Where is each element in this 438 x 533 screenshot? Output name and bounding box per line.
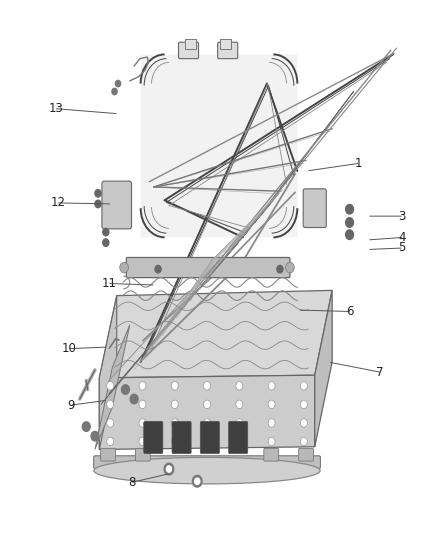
Circle shape — [236, 400, 243, 409]
Circle shape — [236, 382, 243, 390]
Circle shape — [107, 437, 114, 446]
FancyBboxPatch shape — [102, 181, 131, 229]
Circle shape — [268, 437, 275, 446]
Text: 13: 13 — [48, 102, 63, 115]
Text: 12: 12 — [50, 196, 65, 209]
Circle shape — [120, 262, 128, 273]
Circle shape — [155, 265, 161, 273]
Circle shape — [204, 382, 211, 390]
Circle shape — [121, 385, 129, 394]
Circle shape — [286, 262, 294, 273]
Text: 5: 5 — [398, 241, 406, 254]
FancyBboxPatch shape — [220, 38, 231, 49]
Circle shape — [268, 419, 275, 427]
FancyBboxPatch shape — [229, 421, 248, 454]
Circle shape — [236, 437, 243, 446]
Circle shape — [107, 400, 114, 409]
Circle shape — [139, 419, 146, 427]
FancyBboxPatch shape — [141, 54, 297, 237]
Circle shape — [82, 422, 90, 431]
Circle shape — [236, 419, 243, 427]
FancyBboxPatch shape — [101, 448, 116, 461]
Circle shape — [277, 265, 283, 273]
FancyBboxPatch shape — [264, 448, 279, 461]
Circle shape — [204, 419, 211, 427]
Text: 7: 7 — [376, 366, 384, 379]
Text: 6: 6 — [346, 305, 353, 318]
Circle shape — [300, 437, 307, 446]
Circle shape — [103, 239, 109, 246]
Circle shape — [116, 80, 120, 87]
Polygon shape — [95, 325, 130, 449]
Circle shape — [300, 382, 307, 390]
Circle shape — [204, 437, 211, 446]
Circle shape — [192, 475, 202, 487]
Circle shape — [268, 400, 275, 409]
Circle shape — [107, 419, 114, 427]
Circle shape — [166, 466, 172, 472]
Circle shape — [164, 463, 174, 475]
FancyBboxPatch shape — [179, 42, 198, 59]
Circle shape — [300, 400, 307, 409]
Circle shape — [171, 400, 178, 409]
FancyBboxPatch shape — [126, 257, 290, 278]
Polygon shape — [315, 290, 332, 447]
FancyBboxPatch shape — [200, 421, 219, 454]
Circle shape — [171, 419, 178, 427]
Circle shape — [112, 88, 117, 95]
Text: 9: 9 — [67, 399, 75, 412]
Circle shape — [107, 382, 114, 390]
FancyBboxPatch shape — [303, 189, 326, 228]
Polygon shape — [99, 296, 117, 449]
Circle shape — [300, 419, 307, 427]
FancyBboxPatch shape — [135, 448, 150, 461]
Text: 4: 4 — [398, 231, 406, 244]
Circle shape — [103, 228, 109, 236]
Circle shape — [268, 382, 275, 390]
Circle shape — [204, 400, 211, 409]
Text: 10: 10 — [61, 342, 76, 355]
Circle shape — [139, 382, 146, 390]
FancyBboxPatch shape — [172, 421, 191, 454]
Text: 1: 1 — [354, 157, 362, 169]
FancyBboxPatch shape — [185, 38, 196, 49]
Ellipse shape — [94, 457, 320, 484]
Circle shape — [171, 382, 178, 390]
Circle shape — [95, 200, 101, 208]
Circle shape — [139, 400, 146, 409]
Polygon shape — [99, 375, 315, 449]
Circle shape — [194, 478, 200, 484]
Circle shape — [139, 437, 146, 446]
Text: 11: 11 — [102, 277, 117, 290]
Circle shape — [95, 190, 101, 197]
Circle shape — [91, 431, 99, 441]
FancyBboxPatch shape — [144, 421, 163, 454]
Text: 8: 8 — [128, 477, 136, 489]
Circle shape — [346, 205, 353, 214]
Circle shape — [130, 394, 138, 404]
Polygon shape — [99, 290, 332, 378]
FancyBboxPatch shape — [94, 456, 321, 469]
Text: 3: 3 — [398, 209, 406, 223]
FancyBboxPatch shape — [218, 42, 238, 59]
Circle shape — [346, 217, 353, 227]
FancyBboxPatch shape — [299, 448, 314, 461]
Circle shape — [171, 437, 178, 446]
Circle shape — [346, 230, 353, 239]
